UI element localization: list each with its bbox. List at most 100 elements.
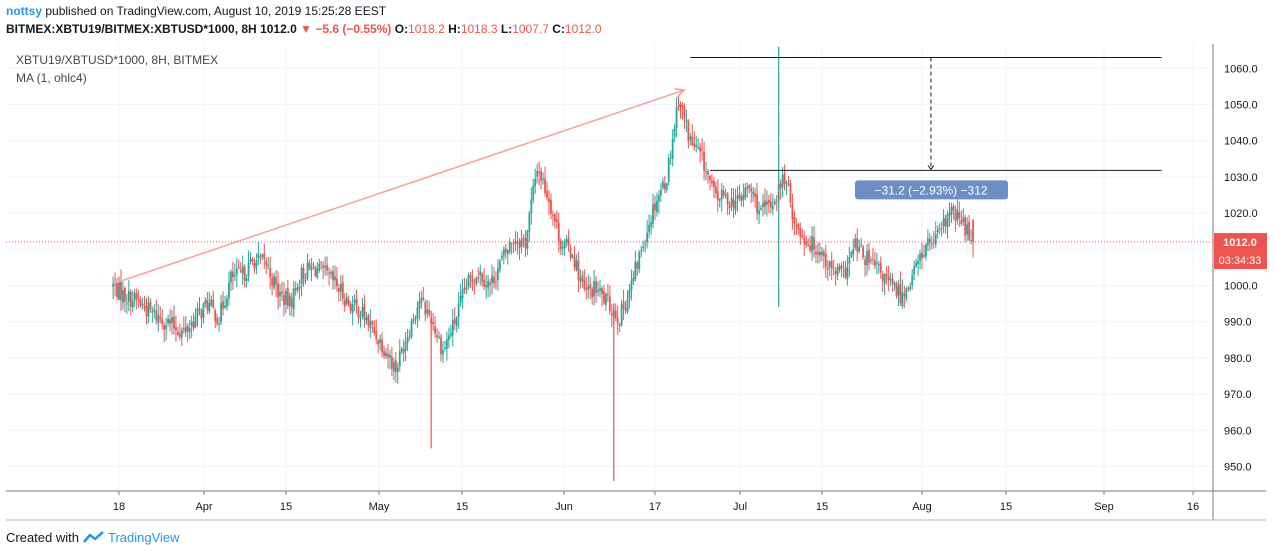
candle-body: [347, 300, 350, 306]
candle-body: [479, 271, 482, 276]
candle-body: [553, 214, 556, 222]
candle-body: [508, 242, 511, 253]
candle-body: [534, 178, 537, 187]
candle-body: [546, 191, 548, 198]
tradingview-brand[interactable]: TradingView: [108, 530, 180, 545]
candle-body: [151, 311, 154, 313]
candle-body: [862, 246, 865, 258]
indicator-legend[interactable]: MA (1, ohlc4): [16, 71, 87, 85]
candle-body: [387, 353, 389, 358]
candle-body: [416, 307, 419, 319]
measure-arrow-head: [927, 165, 935, 171]
candle-body: [952, 206, 955, 211]
candle-body: [314, 266, 317, 276]
candle-body: [245, 277, 248, 282]
candle-body: [182, 328, 185, 330]
candle-body: [161, 319, 164, 325]
candle-body: [872, 259, 874, 261]
candle-body: [828, 261, 831, 267]
candle-body: [766, 201, 768, 205]
candle-body: [212, 299, 215, 308]
candle-body: [233, 274, 236, 277]
candle-body: [697, 147, 700, 149]
candle-body: [608, 296, 611, 312]
series-legend[interactable]: XBTU19/XBTUSD*1000, 8H, BITMEX: [16, 53, 219, 67]
candle-body: [447, 335, 450, 341]
candle-body: [638, 252, 641, 270]
candle-body: [805, 241, 808, 245]
candle-body: [153, 309, 156, 312]
candle-body: [864, 259, 866, 266]
candle-body: [532, 185, 535, 200]
candle-body: [477, 277, 480, 279]
candle-body: [320, 262, 323, 264]
candle-body: [879, 263, 882, 273]
candle-body: [426, 309, 429, 314]
candle-body: [644, 244, 647, 246]
x-tick-label: Apr: [195, 501, 212, 513]
candle-body: [622, 301, 625, 309]
last-price-tag: [1214, 233, 1267, 252]
candle-body: [954, 211, 957, 221]
candle-body: [198, 308, 201, 311]
candle-body: [695, 145, 698, 148]
candle-body: [116, 281, 118, 297]
footer: Created with TradingView: [6, 530, 180, 546]
candle-body: [263, 253, 266, 259]
candle-body: [434, 326, 436, 334]
x-tick-label: 17: [649, 501, 661, 513]
candle-body: [394, 360, 397, 373]
candle-body: [504, 248, 507, 253]
candle-body: [565, 239, 568, 243]
candle-body: [889, 278, 892, 281]
candle-body: [915, 262, 918, 267]
countdown-label: 03:34:33: [1219, 255, 1262, 267]
candle-body: [669, 157, 672, 159]
candle-body: [298, 286, 301, 289]
candle-body: [292, 288, 295, 310]
candle-body: [440, 337, 442, 355]
y-tick-label: 1050.0: [1224, 100, 1258, 112]
candle-body: [318, 263, 321, 271]
candle-body: [173, 316, 175, 329]
candle-body: [775, 200, 778, 202]
candle-body: [781, 175, 784, 188]
candle-body: [475, 277, 478, 285]
candle-body: [214, 310, 217, 322]
trend-line: [112, 89, 685, 285]
candle-body: [883, 274, 886, 284]
candle-body: [453, 318, 456, 324]
candle-body: [762, 202, 764, 208]
candle-body: [795, 224, 798, 226]
candle-body: [290, 297, 293, 308]
candle-body: [294, 288, 297, 291]
x-tick-label: 15: [816, 501, 828, 513]
candle-body: [852, 249, 855, 255]
candle-body: [135, 293, 138, 299]
candle-body: [467, 275, 470, 287]
candle-body: [746, 187, 749, 189]
low-label: L:: [500, 22, 513, 36]
x-tick-label: 18: [113, 501, 125, 513]
candle-body: [249, 259, 252, 263]
candle-body: [930, 243, 933, 245]
candle-body: [363, 304, 366, 321]
candle-body: [826, 267, 829, 270]
candle-body: [498, 260, 501, 270]
candle-body: [940, 228, 943, 230]
candle-body: [801, 235, 804, 237]
candle-body: [510, 243, 513, 245]
candle-body: [528, 213, 531, 232]
candle-body: [905, 288, 908, 299]
author-name[interactable]: nottsy: [6, 4, 42, 18]
candle-body: [709, 175, 711, 181]
candle-body: [791, 204, 794, 220]
last-price: 1012.0: [260, 22, 297, 36]
candle-body: [112, 283, 115, 287]
candle-body: [194, 316, 197, 327]
candle-body: [257, 253, 260, 258]
x-tick-label: 15: [456, 501, 468, 513]
candle-body: [406, 336, 409, 343]
candle-body: [551, 214, 554, 216]
